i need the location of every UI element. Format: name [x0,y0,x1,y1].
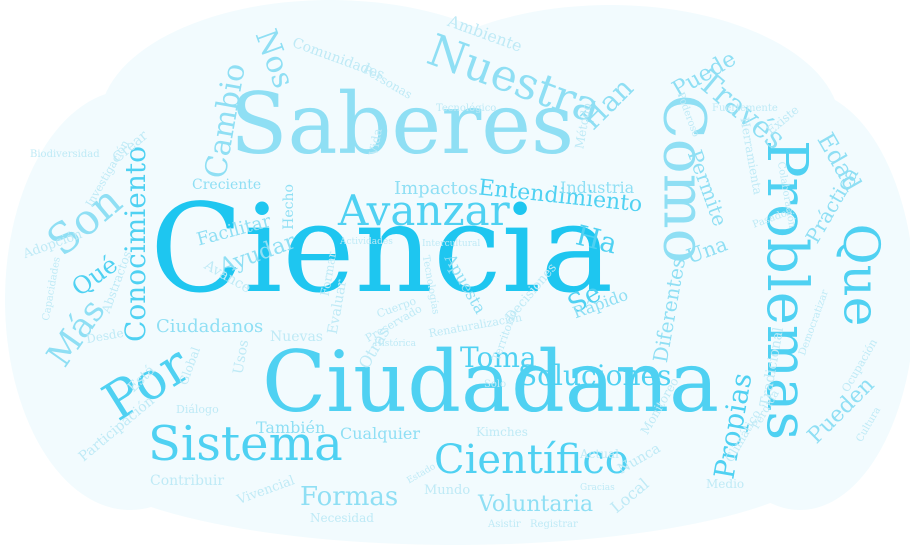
word-historica: Histórica [374,339,416,349]
word-actividades: Actividades [340,237,393,247]
word-necesidad: Necesidad [310,511,374,525]
word-dialogo: Diálogo [176,403,219,416]
word-ciencia: Ciencia [150,178,614,320]
word-formas: Formas [300,482,399,512]
word-cientifico: Científico [434,437,629,483]
word-conocimiento: Conocimiento [119,145,153,343]
word-contribuir: Contribuir [150,473,225,489]
word-ciudadana: Ciudadana [262,333,720,431]
word-tecnologico: Tecnológico [436,103,497,114]
word-solo: Solo [484,379,507,390]
word-ciudadanos: Ciudadanos [156,316,264,337]
word-gracias: Gracias [580,483,615,493]
word-cualquier: Cualquier [340,424,420,443]
word-hecho: Hecho [280,184,297,230]
word-creciente: Creciente [192,177,262,193]
word-intercultural: Intercultural [422,239,481,249]
word-soluciones: Soluciones [518,359,672,392]
word-nuevas: Nuevas [270,329,323,345]
word-actual: Actual [580,447,619,461]
word-saberes: Saberes [230,75,575,173]
word-sistema: Sistema [148,416,343,472]
word-que: Que [832,223,891,327]
word-impactos: Impactos [394,178,478,199]
word-fuertemente: Fuertemente [712,103,778,114]
word-mundo: Mundo [424,483,471,498]
word-toma: Toma [460,341,537,374]
word-industria: Industria [560,178,635,197]
word-tambien: También [256,418,326,437]
word-voluntaria: Voluntaria [478,492,594,517]
word-registrar: Registrar [530,519,578,530]
word-asistir: Asistir [488,519,521,530]
word-medio: Medio [706,477,745,491]
word-kimches: Kimches [476,425,528,439]
word-avanzar: Avanzar [338,186,510,235]
word-biodiversidad: Biodiversidad [30,149,100,160]
